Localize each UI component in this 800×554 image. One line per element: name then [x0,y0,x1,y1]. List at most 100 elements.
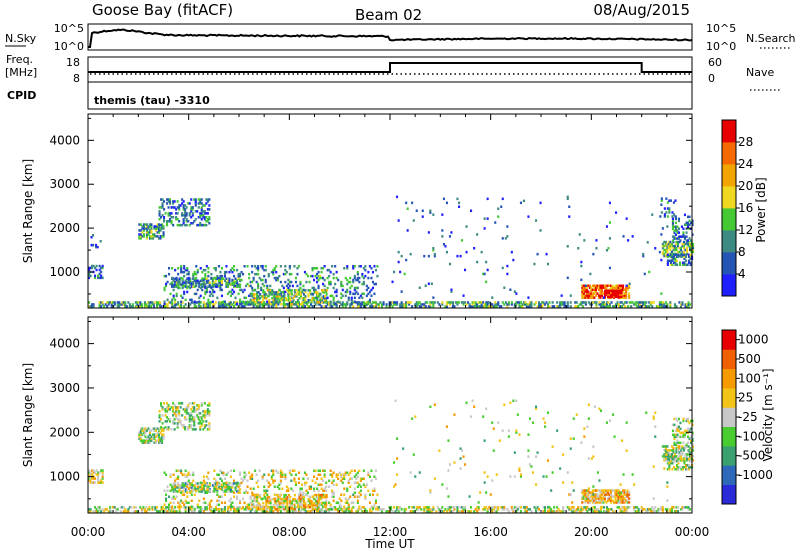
heatmap-cell [208,303,211,306]
heatmap-cell [207,301,210,304]
heatmap-cell [365,288,368,292]
heatmap-cell [185,410,188,413]
heatmap-cell [681,242,684,246]
heatmap-cell [210,506,213,509]
heatmap-cell [368,290,371,294]
heatmap-cell [343,505,346,508]
heatmap-cell [269,505,272,509]
heatmap-cell [299,487,302,490]
heatmap-cell [156,223,159,226]
heatmap-cell [158,206,161,209]
heatmap-cell [686,246,689,250]
heatmap-cell [344,471,347,474]
heatmap-cell [245,296,248,300]
heatmap-cell [138,233,141,236]
heatmap-cell [139,305,142,308]
heatmap-cell [193,488,196,491]
heatmap-cell [590,508,593,511]
heatmap-cell [97,276,100,280]
heatmap-cell [193,418,196,421]
heatmap-cell [494,506,497,509]
heatmap-cell [674,215,677,218]
heatmap-cell [316,499,319,503]
heatmap-cell [370,294,373,298]
heatmap-cell [661,242,664,246]
heatmap-cell [678,263,681,266]
heatmap-cell [154,435,157,438]
heatmap-cell [588,284,591,287]
heatmap-cell [581,305,584,308]
heatmap-cell [590,499,593,502]
heatmap-cell [669,301,672,304]
heatmap-cell [358,508,361,511]
heatmap-cell [673,435,676,439]
heatmap-cell [568,506,571,509]
heatmap-cell [672,255,675,258]
heatmap-cell [219,274,222,278]
heatmap-cell [530,303,533,306]
colorbar-tick-label: 4 [738,267,746,281]
heatmap-cell [193,484,196,487]
heatmap-cell [229,497,232,500]
heatmap-cell [220,485,223,488]
heatmap-cell [166,223,169,227]
heatmap-cell [202,216,205,219]
heatmap-cell [343,473,346,476]
heatmap-cell [329,300,332,303]
heatmap-cell [544,506,547,509]
heatmap-cell [173,206,176,209]
heatmap-cell [149,305,152,308]
heatmap-cell [685,255,688,258]
heatmap-cell [231,270,234,274]
heatmap-cell [138,431,141,434]
heatmap-cell [147,231,150,234]
heatmap-cell [145,441,148,444]
heatmap-cell [290,290,293,294]
heatmap-cell [669,460,672,463]
heatmap-cell [193,402,196,405]
heatmap-cell [355,473,358,476]
heatmap-cell [524,508,527,511]
heatmap-cell [211,277,214,280]
heatmap-cell [251,292,254,296]
heatmap-cell [666,244,669,248]
heatmap-cell [332,471,335,474]
heatmap-cell [147,233,150,236]
heatmap-cell [254,495,257,499]
heatmap-cell [682,227,685,230]
heatmap-cell [141,227,144,230]
heatmap-cell [201,288,204,292]
heatmap-cell [328,508,331,511]
heatmap-cell [592,485,595,488]
heatmap-cell [619,301,622,304]
heatmap-cell [222,490,225,493]
heatmap-cell [686,458,689,461]
heatmap-cell [464,506,467,509]
heatmap-cell [89,274,92,278]
heatmap-cell [516,508,519,511]
heatmap-cell [427,510,430,513]
heatmap-cell [535,483,538,486]
heatmap-cell [365,294,368,298]
heatmap-cell [158,225,161,228]
heatmap-cell [432,296,435,299]
heatmap-cell [319,493,322,497]
heatmap-cell [199,216,202,219]
heatmap-cell [663,207,666,210]
heatmap-cell [305,510,308,513]
heatmap-cell [547,506,550,509]
heatmap-cell [305,481,308,484]
heatmap-cell [591,292,594,295]
heatmap-cell [193,292,196,296]
heatmap-cell [421,303,424,306]
heatmap-cell [314,274,317,278]
heatmap-cell [178,503,181,506]
heatmap-cell [548,506,551,509]
heatmap-cell [162,437,165,440]
heatmap-cell [621,305,624,308]
heatmap-cell [447,301,450,304]
heatmap-cell [203,402,206,405]
heatmap-cell [356,501,359,504]
heatmap-cell [648,305,651,308]
